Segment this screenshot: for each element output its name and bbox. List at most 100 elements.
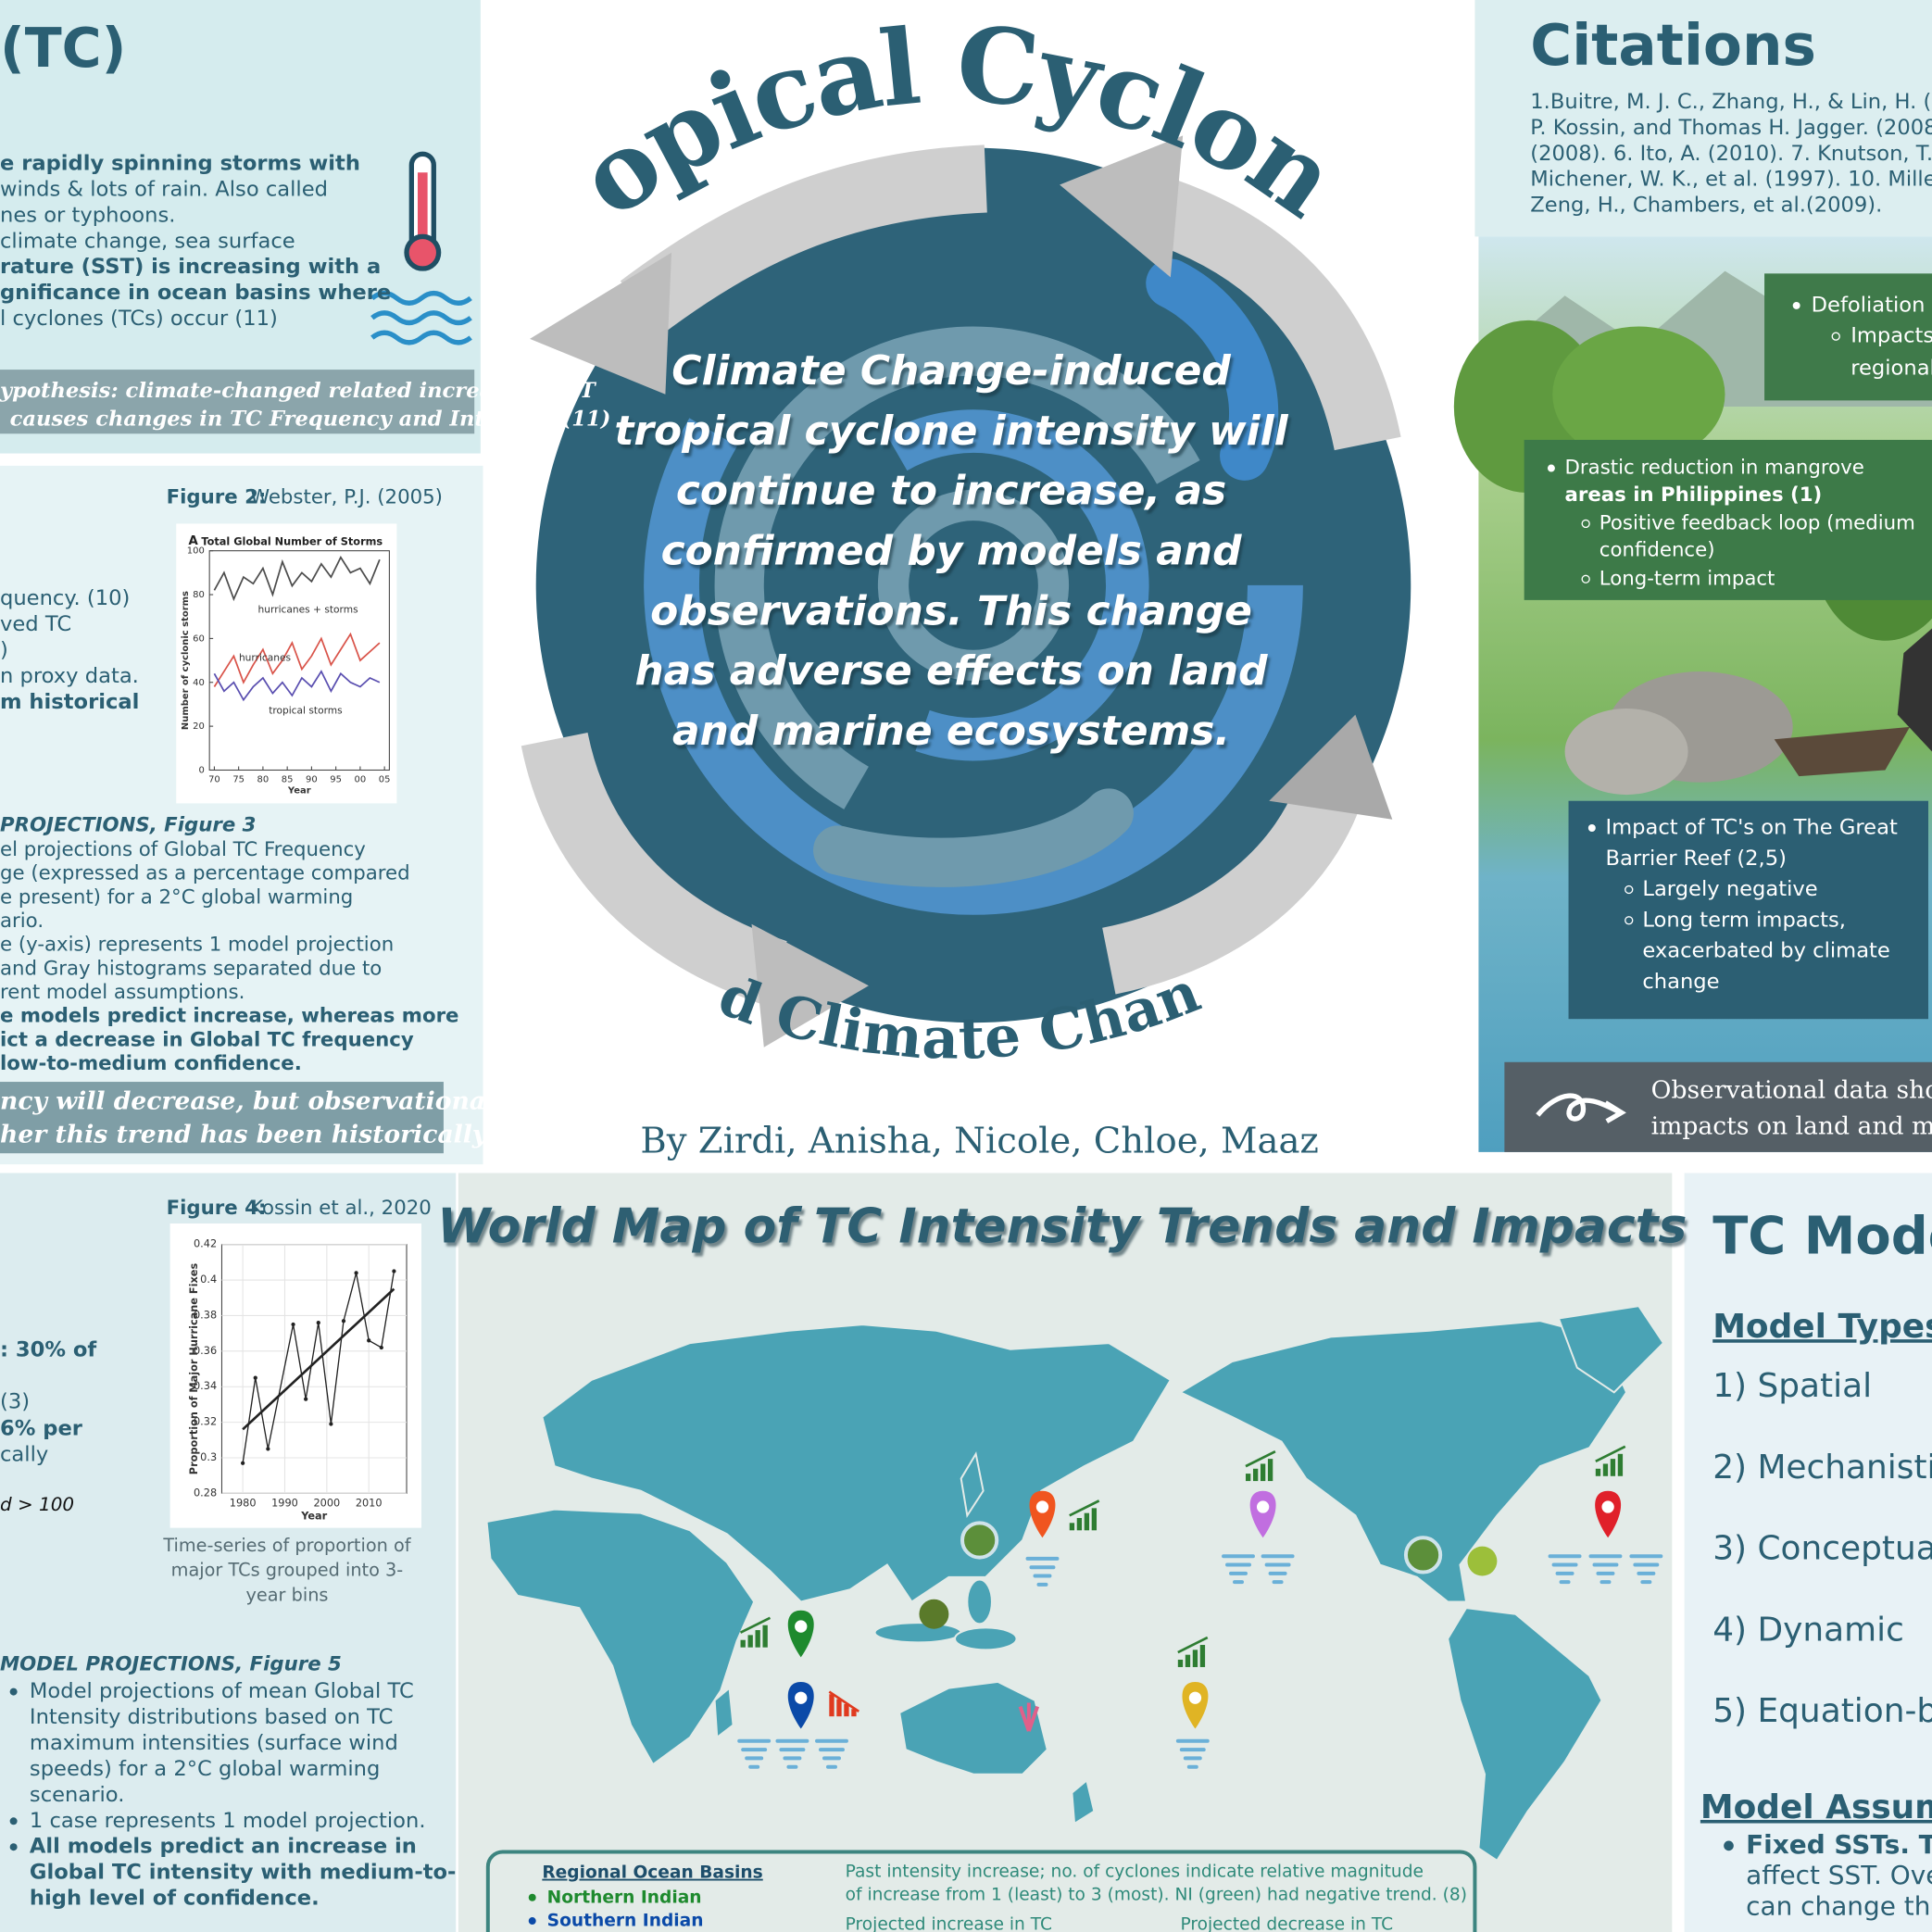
text-line: e present) for a 2°C global warming xyxy=(0,885,353,909)
map-pin xyxy=(1029,1490,1056,1538)
x-axis-label: Year xyxy=(300,1510,327,1522)
text-line: confirmed by models and xyxy=(661,527,1243,574)
text-line: ario. xyxy=(0,910,44,933)
x-tick-label: 80 xyxy=(257,774,270,784)
text-line: rature (SST) is increasing with a xyxy=(0,255,381,279)
figure-title: Total Global Number of Storms xyxy=(201,535,383,547)
text-line: Zeng, H., Chambers, et al.(2009). xyxy=(1530,194,1882,218)
text-line: el projections of Global TC Frequency xyxy=(0,838,366,861)
text-line: Largely negative xyxy=(1642,877,1817,901)
text-line: Past intensity increase; no. of cyclones… xyxy=(846,1862,1424,1881)
plot-frame xyxy=(208,550,390,772)
text-line: ypothesis: climate-changed related incre… xyxy=(0,379,597,403)
text-line: exacerbated by climate xyxy=(1642,939,1889,963)
bullet xyxy=(1547,464,1555,472)
trend-arrow xyxy=(1069,1499,1100,1517)
text-line: areas in Philippines (1) xyxy=(1565,483,1823,507)
trend-arrow xyxy=(828,1690,859,1712)
section-title: (TC) xyxy=(0,17,126,80)
text-line: 1 case represents 1 model projection. xyxy=(30,1809,426,1833)
section-heading: Model Types xyxy=(1712,1308,1932,1346)
text-line: Long-term impact xyxy=(1600,567,1775,590)
text-line: 2) Mechanisti xyxy=(1712,1449,1932,1487)
text-line: 1.Buitre, M. J. C., Zhang, H., & Lin, H.… xyxy=(1530,90,1932,114)
text-line: confidence) xyxy=(1600,539,1715,562)
text-line: d > 100 xyxy=(0,1493,74,1515)
point xyxy=(241,1461,245,1465)
text-line: and marine ecosystems. xyxy=(672,708,1230,755)
info-box xyxy=(1568,800,1929,1020)
x-tick-label: 1980 xyxy=(230,1498,257,1510)
point xyxy=(329,1422,333,1426)
map-pin-dot xyxy=(795,1691,808,1704)
text-line: winds & lots of rain. Also called xyxy=(0,177,328,201)
point xyxy=(341,1319,346,1324)
authors: By Zirdi, Anisha, Nicole, Chloe, Maaz xyxy=(640,1121,1319,1162)
trend-icon xyxy=(829,1694,834,1717)
trend-icon xyxy=(1617,1453,1624,1476)
section-heading: Model Assump xyxy=(1700,1788,1932,1826)
trend-icon xyxy=(1084,1512,1090,1531)
trend-icon xyxy=(755,1630,760,1648)
trend-icon xyxy=(1595,1468,1601,1476)
bullet xyxy=(1724,1840,1734,1851)
text-line: ict a decrease in Global TC frequency xyxy=(0,1028,414,1051)
y-tick-label: 0.3 xyxy=(200,1451,217,1463)
text-line: and Gray histograms separated due to xyxy=(0,957,382,980)
text-line: Model projections of mean Global TC xyxy=(30,1679,414,1703)
text-line: m historical xyxy=(0,690,139,714)
trend-icon xyxy=(1069,1523,1075,1531)
section-title: Citations xyxy=(1530,13,1816,79)
map-pin xyxy=(787,1681,814,1729)
text-line: affect SST. Ove xyxy=(1746,1860,1932,1890)
map-pin-dot xyxy=(1256,1500,1270,1513)
point xyxy=(253,1375,257,1380)
bullet xyxy=(1625,916,1634,925)
trend-icon xyxy=(1076,1518,1083,1531)
section-heading: MODEL PROJECTIONS, Figure 5 xyxy=(0,1652,342,1675)
text-line: Defoliation xyxy=(1812,293,1926,317)
trend-icon xyxy=(851,1709,857,1717)
bullet xyxy=(1625,884,1634,895)
trend-icon xyxy=(1192,1650,1198,1667)
text-line: of increase from 1 (least) to 3 (most). … xyxy=(846,1886,1467,1905)
trend-icon xyxy=(1267,1459,1273,1482)
x-tick-label: 05 xyxy=(379,774,391,784)
figure-source: Webster, P.J. (2005) xyxy=(250,485,443,508)
figure-label: Figure 4: xyxy=(167,1197,267,1220)
series-label: tropical storms xyxy=(269,705,343,717)
trend-icon xyxy=(836,1699,842,1717)
text-line: Impacts xyxy=(1850,324,1932,348)
trend-icon xyxy=(1091,1508,1098,1531)
map-pin-dot xyxy=(1601,1500,1614,1513)
trend-arrow xyxy=(739,1616,772,1634)
text-line: Observational data shows xyxy=(1651,1076,1932,1105)
figure-source: Kossin et al., 2020 xyxy=(250,1197,432,1220)
map-pin-dot xyxy=(1035,1500,1049,1513)
text-line: Impact of TC's on The Great xyxy=(1605,816,1897,840)
point xyxy=(304,1397,308,1401)
x-axis-label: Year xyxy=(287,785,311,796)
text-line: All models predict an increase in xyxy=(30,1835,417,1859)
trend-arrow xyxy=(1595,1445,1626,1462)
text-line: Positive feedback loop (medium xyxy=(1600,511,1915,534)
y-tick-label: 0.34 xyxy=(194,1380,217,1392)
x-tick-label: 1990 xyxy=(271,1498,298,1510)
y-tick-label: 0.36 xyxy=(194,1345,217,1357)
y-tick-label: 20 xyxy=(193,721,205,732)
figure-background xyxy=(169,1223,421,1528)
line-series xyxy=(242,1271,395,1463)
trend-icon xyxy=(762,1625,768,1648)
bullet xyxy=(9,1687,18,1696)
lily-icon xyxy=(1467,1546,1498,1576)
text-line: : 30% of xyxy=(0,1338,97,1362)
y-tick-label: 0.42 xyxy=(194,1238,217,1250)
point xyxy=(266,1447,270,1451)
trend-icon xyxy=(1199,1645,1206,1667)
trend-icon xyxy=(1245,1474,1251,1482)
text-line: 6% per xyxy=(0,1417,83,1441)
text-line: high level of confidence. xyxy=(30,1887,320,1911)
coral-icon xyxy=(1018,1702,1040,1732)
